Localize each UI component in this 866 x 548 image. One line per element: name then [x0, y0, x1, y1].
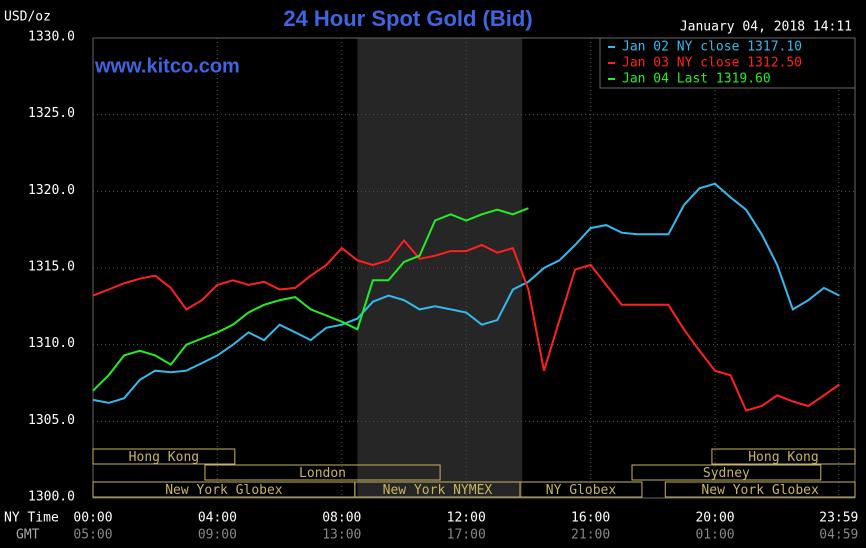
watermark: www.kitco.com	[94, 55, 240, 77]
x-tick-label: 04:00	[198, 511, 237, 526]
x2-tick-label: 04:59	[819, 528, 858, 543]
plot-area: Hong Kong Hong Kong London Sydney New York G…	[92, 37, 856, 499]
x-tick-label: 20:00	[695, 511, 734, 526]
x-tick-label: 00:00	[73, 511, 112, 526]
series-line	[92, 182, 840, 404]
x-tick-label: 16:00	[571, 511, 610, 526]
legend-label: Jan 04 Last 1319.60	[622, 72, 771, 87]
session-label: New York Globex	[701, 483, 819, 498]
x-axis-label: NY Time	[4, 511, 59, 526]
session-box	[664, 481, 856, 498]
y-axis-label: USD/oz	[4, 10, 51, 25]
x2-axis-label: GMT	[16, 528, 40, 543]
x-tick-label: 23:59	[819, 511, 858, 526]
session-box	[204, 464, 441, 481]
session-label: Hong Kong	[129, 450, 199, 465]
y-tick-label: 1330.0	[28, 30, 75, 45]
x2-tick-label: 17:00	[447, 528, 486, 543]
session-label: NY Globex	[546, 483, 617, 498]
legend-label: Jan 02 NY close 1317.10	[622, 40, 802, 55]
series-line	[92, 238, 840, 412]
x2-tick-label: 05:00	[73, 528, 112, 543]
y-tick-label: 1300.0	[28, 490, 75, 505]
y-tick-label: 1325.0	[28, 106, 75, 121]
legend-box	[599, 37, 856, 89]
y-tick-label: 1315.0	[28, 260, 75, 275]
session-box	[631, 464, 822, 481]
session-box	[519, 481, 643, 498]
session-label: Sydney	[703, 466, 750, 481]
session-label: London	[299, 466, 346, 481]
timestamp: January 04, 2018 14:11	[680, 20, 852, 35]
y-tick-label: 1305.0	[28, 413, 75, 428]
y-tick-label: 1310.0	[28, 336, 75, 351]
session-label: New York NYMEX	[383, 483, 493, 498]
x2-tick-label: 01:00	[695, 528, 734, 543]
x2-tick-label: 09:00	[198, 528, 237, 543]
chart-title: 24 Hour Spot Gold (Bid)	[283, 6, 532, 31]
x-tick-label: 08:00	[322, 511, 361, 526]
legend-label: Jan 03 NY close 1312.50	[622, 56, 802, 71]
series-line	[92, 207, 529, 392]
x2-tick-label: 21:00	[571, 528, 610, 543]
session-box	[711, 448, 856, 465]
plot-border	[92, 37, 856, 499]
shaded-band	[357, 38, 523, 498]
session-label: New York Globex	[165, 483, 283, 498]
session-label: Hong Kong	[748, 450, 818, 465]
x-tick-label: 12:00	[447, 511, 486, 526]
x2-tick-label: 13:00	[322, 528, 361, 543]
y-tick-label: 1320.0	[28, 183, 75, 198]
session-box	[92, 448, 236, 465]
